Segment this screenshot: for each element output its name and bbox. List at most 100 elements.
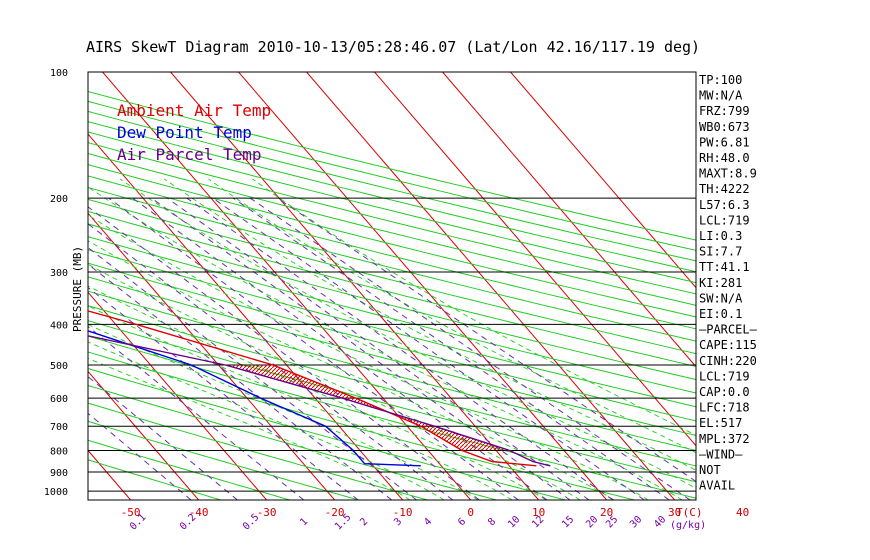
index-entry: CAP:0.0 [699, 385, 750, 399]
pressure-tick-label: 700 [50, 422, 68, 433]
pressure-tick-label: 200 [50, 194, 68, 205]
index-entry: TH:4222 [699, 182, 750, 196]
index-entry: LFC:718 [699, 401, 750, 415]
moist-adiabat-line [88, 186, 683, 500]
index-entry: AVAIL [699, 479, 735, 493]
index-entry: EL:517 [699, 416, 742, 430]
index-entry: LCL:719 [699, 369, 750, 383]
mixing-ratio-tick-label: 15 [560, 514, 576, 530]
isotherm-line [88, 212, 336, 500]
dry-adiabat-line [88, 384, 497, 500]
bottom-temp-tick-label: 20 [600, 506, 613, 519]
isotherm-line [170, 72, 540, 500]
plot-frame [87, 71, 697, 501]
mixing-ratio-line [186, 197, 614, 500]
legend-entry: Air Parcel Temp [117, 145, 262, 164]
dry-adiabat-line [88, 402, 428, 500]
pressure-tick-label: 500 [50, 361, 68, 372]
bottom-temp-tick-label: -20 [325, 506, 345, 519]
mixing-ratio-tick-label: 8 [486, 516, 498, 528]
index-entry: —PARCEL— [699, 323, 758, 337]
bottom-temp-tick-label: -40 [189, 506, 209, 519]
bottom-temp-tick-label: -50 [121, 506, 141, 519]
mixing-ratio-line [88, 376, 238, 500]
isotherm-line [510, 72, 696, 289]
index-entry: EI:0.1 [699, 307, 742, 321]
index-entry: CINH:220 [699, 354, 757, 368]
dry-adiabat-line [88, 249, 696, 408]
dry-adiabat-line [88, 290, 696, 452]
dry-adiabat-line [88, 164, 696, 318]
index-entry: KI:281 [699, 276, 742, 290]
mixing-ratio-tick-label: 2 [358, 516, 370, 528]
isotherm-line [374, 72, 696, 447]
dry-adiabat-line [88, 262, 696, 422]
index-entry: TT:41.1 [699, 260, 750, 274]
mixing-ratio-tick-label: 10 [506, 514, 522, 530]
index-entry: L57:6.3 [699, 198, 750, 212]
legend-entry: Ambient Air Temp [117, 101, 271, 120]
moist-adiabat-line [88, 285, 547, 500]
mixing-ratio-line [277, 197, 696, 483]
moist-adiabat-line [88, 341, 445, 500]
isotherm-line [238, 72, 608, 500]
dry-adiabat-line [88, 198, 696, 355]
isotherm-line [306, 72, 676, 500]
bottom-temp-tick-label: 30 [668, 506, 681, 519]
index-entry: RH:48.0 [699, 151, 750, 165]
mixing-ratio-line [233, 197, 670, 500]
moist-adiabat-line [119, 178, 696, 489]
index-entry: MPL:372 [699, 432, 750, 446]
legend-entry: Dew Point Temp [117, 123, 252, 142]
pressure-tick-label: 600 [50, 394, 68, 405]
dry-adiabat-line [88, 121, 696, 273]
index-entry: MAXT:8.9 [699, 167, 757, 181]
index-entry: LI:0.3 [699, 229, 742, 243]
dry-adiabat-line [88, 351, 635, 500]
dry-adiabat-line [88, 236, 696, 394]
mixing-ratio-tick-label: 40 [652, 514, 668, 530]
mixing-ratio-tick-label: 1 [298, 516, 310, 528]
moist-adiabat-line [88, 305, 513, 500]
pressure-tick-label: 800 [50, 447, 68, 458]
moist-adiabat-line [208, 178, 696, 454]
moist-adiabat-line [88, 324, 479, 500]
dry-adiabat-line [88, 110, 696, 262]
pressure-tick-label: 400 [50, 320, 68, 331]
air-parcel-temp-line [88, 335, 551, 467]
bottom-temp-tick-label: 40 [736, 506, 749, 519]
index-entry: WB0:673 [699, 120, 750, 134]
pressure-tick-label: 300 [50, 268, 68, 279]
mixing-ratio-tick-label: 30 [628, 514, 644, 530]
mixing-ratio-line [132, 197, 548, 500]
chart-title: AIRS SkewT Diagram 2010-10-13/05:28:46.0… [86, 38, 700, 56]
moist-adiabat-line [252, 178, 696, 436]
index-entry: NOT [699, 463, 721, 477]
dry-adiabat-line [88, 152, 696, 306]
index-entry: LCL:719 [699, 213, 750, 227]
mixing-ratio-line [88, 263, 393, 500]
index-entry: MW:N/A [699, 89, 743, 103]
mixing-ratio-tick-label: 4 [422, 516, 434, 528]
pressure-tick-label: 900 [50, 468, 68, 479]
bottom-temp-tick-label: 10 [532, 506, 545, 519]
isotherm-line [0, 72, 63, 500]
ambient-air-temp-line [88, 310, 537, 467]
index-entry: CAPE:115 [699, 338, 757, 352]
dry-adiabat-line [88, 439, 291, 500]
mixing-ratio-line [88, 412, 192, 500]
mixing-ratio-line [167, 197, 590, 500]
isotherm-line [88, 370, 200, 500]
index-entry: TP:100 [699, 73, 742, 87]
dry-adiabat-line [88, 142, 696, 295]
x-axis-label: T(C) [676, 506, 703, 519]
mixing-ratio-unit-label: (g/kg) [670, 520, 706, 531]
mixing-ratio-line [212, 197, 645, 500]
dry-adiabat-line [88, 223, 696, 381]
dry-adiabat-line [88, 367, 566, 500]
bottom-temp-tick-label: -10 [393, 506, 413, 519]
y-axis-label: PRESSURE (MB) [71, 246, 84, 332]
dry-adiabat-line [88, 335, 696, 499]
bottom-temp-tick-label: 0 [467, 506, 474, 519]
isotherm-line [88, 449, 132, 500]
